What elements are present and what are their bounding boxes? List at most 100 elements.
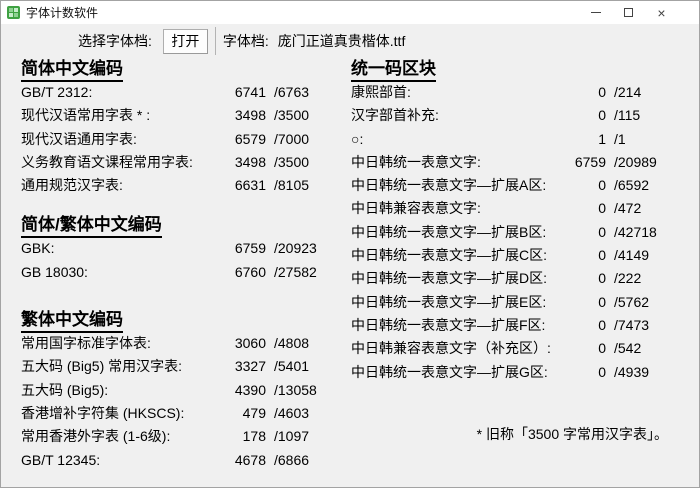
row-count: 6741 bbox=[234, 84, 266, 100]
row-count: 6759 bbox=[574, 153, 606, 170]
row-total: /7473 bbox=[614, 316, 650, 333]
stat-row: 义务教育语文课程常用字表: 3498/3500 bbox=[21, 151, 326, 174]
stat-section: 简体中文编码 GB/T 2312: 6741/6763 现代汉语常用字表 * : 349… bbox=[21, 59, 326, 197]
row-label: 中日韩统一表意文字—扩展E区: bbox=[351, 293, 547, 310]
row-count: 178 bbox=[242, 428, 266, 445]
row-total: /42718 bbox=[614, 223, 657, 240]
section-header: 繁体中文编码 bbox=[21, 310, 326, 334]
row-label: 现代汉语常用字表 * : bbox=[21, 107, 151, 124]
row-total: /472 bbox=[614, 200, 642, 217]
window-title: 字体计数软件 bbox=[26, 6, 99, 20]
stat-section: 统一码区块 康熙部首: 0/214 汉字部首补充: 0/115 ○: 1/1 中日韩统一表意文… bbox=[351, 59, 668, 384]
select-font-label: 选择字体档: bbox=[78, 33, 152, 49]
section-header-text: 繁体中文编码 bbox=[21, 310, 123, 334]
row-label: GB 18030: bbox=[21, 263, 88, 280]
row-label: 五大码 (Big5): bbox=[21, 381, 109, 398]
row-label: 常用香港外字表 (1-6级): bbox=[21, 428, 171, 445]
row-total: /7000 bbox=[274, 130, 310, 147]
section-header-text: 简体中文编码 bbox=[21, 59, 123, 82]
row-count: 4390 bbox=[234, 381, 266, 398]
stat-row: 通用规范汉字表: 6631/8105 bbox=[21, 174, 326, 197]
font-filename: 庞门正道真贵楷体.ttf bbox=[277, 33, 406, 49]
row-count: 0 bbox=[598, 247, 606, 264]
stat-row: 中日韩统一表意文字—扩展A区: 0/6592 bbox=[351, 174, 668, 197]
row-label: 康熙部首: bbox=[351, 84, 411, 100]
row-count: 0 bbox=[598, 107, 606, 124]
row-label: 中日韩统一表意文字: bbox=[351, 153, 481, 170]
row-label: GB/T 2312: bbox=[21, 84, 93, 100]
row-label: GB/T 12345: bbox=[21, 451, 101, 468]
maximize-button[interactable] bbox=[612, 1, 645, 24]
section-header: 简体/繁体中文编码 bbox=[21, 215, 326, 239]
row-total: /20989 bbox=[614, 153, 657, 170]
stat-row: 中日韩统一表意文字: 6759/20989 bbox=[351, 151, 668, 174]
row-count: 0 bbox=[598, 293, 606, 310]
stat-row: 五大码 (Big5) 常用汉字表: 3327/5401 bbox=[21, 355, 326, 378]
stat-section: 繁体中文编码 常用国字标准字体表: 3060/4808 五大码 (Big5) 常用汉字… bbox=[21, 310, 326, 472]
section-header-text: 统一码区块 bbox=[351, 59, 436, 82]
row-count: 0 bbox=[598, 84, 606, 100]
stat-row: 中日韩统一表意文字—扩展D区: 0/222 bbox=[351, 267, 668, 290]
window-controls: × bbox=[579, 1, 678, 24]
open-button[interactable]: 打开 bbox=[162, 28, 208, 54]
row-count: 0 bbox=[598, 200, 606, 217]
stat-row: 现代汉语通用字表: 6579/7000 bbox=[21, 128, 326, 151]
row-total: /5762 bbox=[614, 293, 650, 310]
stat-row: 现代汉语常用字表 * : 3498/3500 bbox=[21, 104, 326, 127]
stat-row: GB/T 12345: 4678/6866 bbox=[21, 449, 326, 472]
row-total: /4939 bbox=[614, 363, 650, 380]
stat-row: 中日韩统一表意文字—扩展C区: 0/4149 bbox=[351, 244, 668, 267]
row-label: GBK: bbox=[21, 240, 55, 257]
right-column: 统一码区块 康熙部首: 0/214 汉字部首补充: 0/115 ○: 1/1 中日韩统一表意文… bbox=[351, 59, 668, 444]
row-total: /4149 bbox=[614, 247, 650, 264]
row-total: /8105 bbox=[274, 177, 310, 194]
row-label: 中日韩兼容表意文字: bbox=[351, 200, 481, 217]
row-total: /6592 bbox=[614, 177, 650, 194]
row-label: 现代汉语通用字表: bbox=[21, 130, 137, 147]
row-count: 3060 bbox=[234, 335, 266, 352]
minimize-icon bbox=[590, 12, 601, 13]
row-label: 汉字部首补充: bbox=[351, 107, 439, 124]
row-count: 6759 bbox=[234, 240, 266, 257]
row-count: 1 bbox=[598, 130, 606, 147]
row-count: 3327 bbox=[234, 358, 266, 375]
font-file-label: 字体档: bbox=[222, 33, 269, 49]
minimize-button[interactable] bbox=[579, 1, 612, 24]
row-label: ○: bbox=[351, 130, 364, 147]
row-total: /214 bbox=[614, 84, 642, 100]
row-total: /3500 bbox=[274, 107, 310, 124]
row-count: 0 bbox=[598, 316, 606, 333]
row-total: /3500 bbox=[274, 153, 310, 170]
stat-row: 中日韩统一表意文字—扩展E区: 0/5762 bbox=[351, 291, 668, 314]
row-label: 通用规范汉字表: bbox=[21, 177, 123, 194]
stat-section: 简体/繁体中文编码 GBK: 6759/20923 GB 18030: 6760/275… bbox=[21, 215, 326, 284]
row-total: /1097 bbox=[274, 428, 310, 445]
stat-row: 中日韩统一表意文字—扩展G区: 0/4939 bbox=[351, 361, 668, 384]
row-count: 0 bbox=[598, 270, 606, 287]
row-total: /6866 bbox=[274, 451, 310, 468]
stat-row: GB 18030: 6760/27582 bbox=[21, 261, 326, 284]
close-icon: × bbox=[657, 4, 666, 21]
stat-row: ○: 1/1 bbox=[351, 128, 668, 151]
row-count: 0 bbox=[598, 340, 606, 357]
app-icon bbox=[7, 6, 20, 19]
section-header-text: 简体/繁体中文编码 bbox=[21, 215, 162, 239]
row-total: /20923 bbox=[274, 240, 317, 257]
row-label: 中日韩统一表意文字—扩展D区: bbox=[351, 270, 547, 287]
titlebar: 字体计数软件 × bbox=[1, 1, 699, 24]
close-button[interactable]: × bbox=[645, 1, 678, 24]
row-count: 0 bbox=[598, 177, 606, 194]
row-total: /4808 bbox=[274, 335, 310, 352]
row-label: 中日韩统一表意文字—扩展A区: bbox=[351, 177, 547, 194]
stat-row: 康熙部首: 0/214 bbox=[351, 81, 668, 104]
stat-row: 常用香港外字表 (1-6级): 178/1097 bbox=[21, 425, 326, 448]
footnote: * 旧称「3500 字常用汉字表」。 bbox=[476, 425, 668, 442]
row-count: 6631 bbox=[234, 177, 266, 194]
stat-row: GB/T 2312: 6741/6763 bbox=[21, 81, 326, 104]
row-total: /542 bbox=[614, 340, 642, 357]
row-count: 3498 bbox=[234, 107, 266, 124]
row-count: 3498 bbox=[234, 153, 266, 170]
row-label: 五大码 (Big5) 常用汉字表: bbox=[21, 358, 183, 375]
row-total: /5401 bbox=[274, 358, 310, 375]
